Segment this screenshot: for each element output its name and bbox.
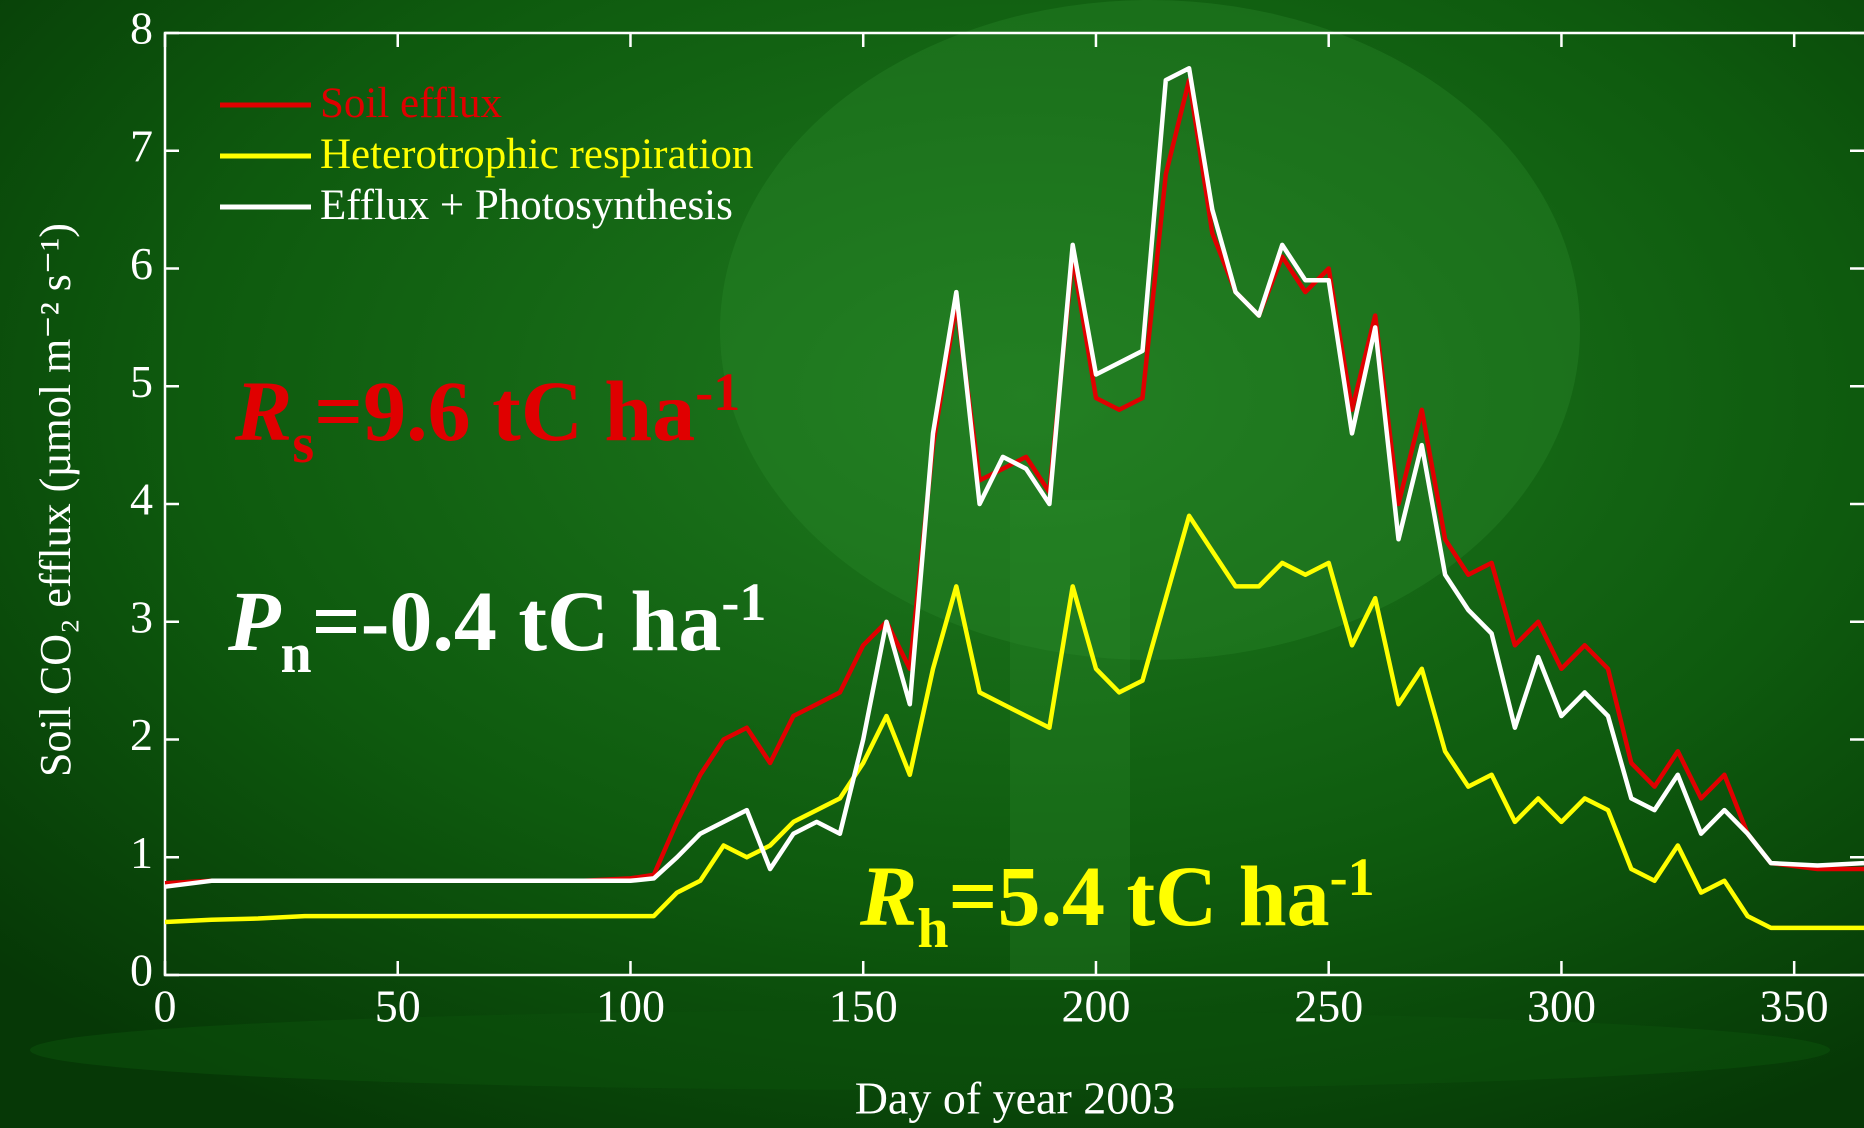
y-tick-label: 5 <box>130 356 153 407</box>
x-tick-label: 350 <box>1760 981 1829 1032</box>
y-tick-label: 7 <box>130 120 153 171</box>
annotation-superscript: -1 <box>695 362 740 422</box>
y-tick-label: 4 <box>130 474 153 525</box>
annotation-superscript: -1 <box>1330 847 1375 907</box>
x-tick-label: 150 <box>829 981 898 1032</box>
x-tick-label: 200 <box>1061 981 1130 1032</box>
x-axis-label: Day of year 2003 <box>855 1073 1176 1124</box>
legend-label: Efflux + Photosynthesis <box>320 182 733 229</box>
x-tick-label: 0 <box>154 981 177 1032</box>
y-tick-label: 6 <box>130 238 153 289</box>
annotation-superscript: -1 <box>721 572 766 632</box>
annotation-text: =5.4 tC ha <box>949 848 1330 944</box>
annotation-subscript: n <box>281 623 312 685</box>
y-tick-label: 1 <box>130 827 153 878</box>
y-axis-label: Soil CO₂ efflux (µmol m⁻² s⁻¹) <box>31 223 80 777</box>
annotation-symbol: R <box>859 848 917 944</box>
y-tick-label: 3 <box>130 591 153 642</box>
legend-label: Heterotrophic respiration <box>320 131 753 178</box>
x-tick-label: 250 <box>1294 981 1363 1032</box>
y-tick-label: 2 <box>130 709 153 760</box>
x-tick-label: 100 <box>596 981 665 1032</box>
chart: Day of year 2003 Soil CO₂ efflux (µmol m… <box>0 0 1864 1128</box>
x-tick-label: 50 <box>375 981 421 1032</box>
legend-label: Soil efflux <box>320 80 502 127</box>
annotation-symbol: P <box>227 573 282 669</box>
y-tick-label: 8 <box>130 3 153 54</box>
annotation-symbol: R <box>234 363 292 459</box>
annotation-subscript: s <box>292 413 314 475</box>
x-tick-label: 300 <box>1527 981 1596 1032</box>
annotation-subscript: h <box>917 898 948 960</box>
annotation-text: =9.6 tC ha <box>314 363 695 459</box>
page: Day of year 2003 Soil CO₂ efflux (µmol m… <box>0 0 1864 1128</box>
y-tick-label: 0 <box>130 945 153 996</box>
annotation-text: =-0.4 tC ha <box>312 573 722 669</box>
